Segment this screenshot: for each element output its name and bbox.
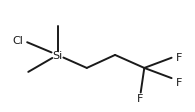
Text: Si: Si	[52, 51, 63, 60]
Text: F: F	[137, 93, 143, 103]
Text: F: F	[176, 52, 183, 62]
Text: F: F	[176, 77, 183, 87]
Text: Cl: Cl	[12, 35, 23, 45]
